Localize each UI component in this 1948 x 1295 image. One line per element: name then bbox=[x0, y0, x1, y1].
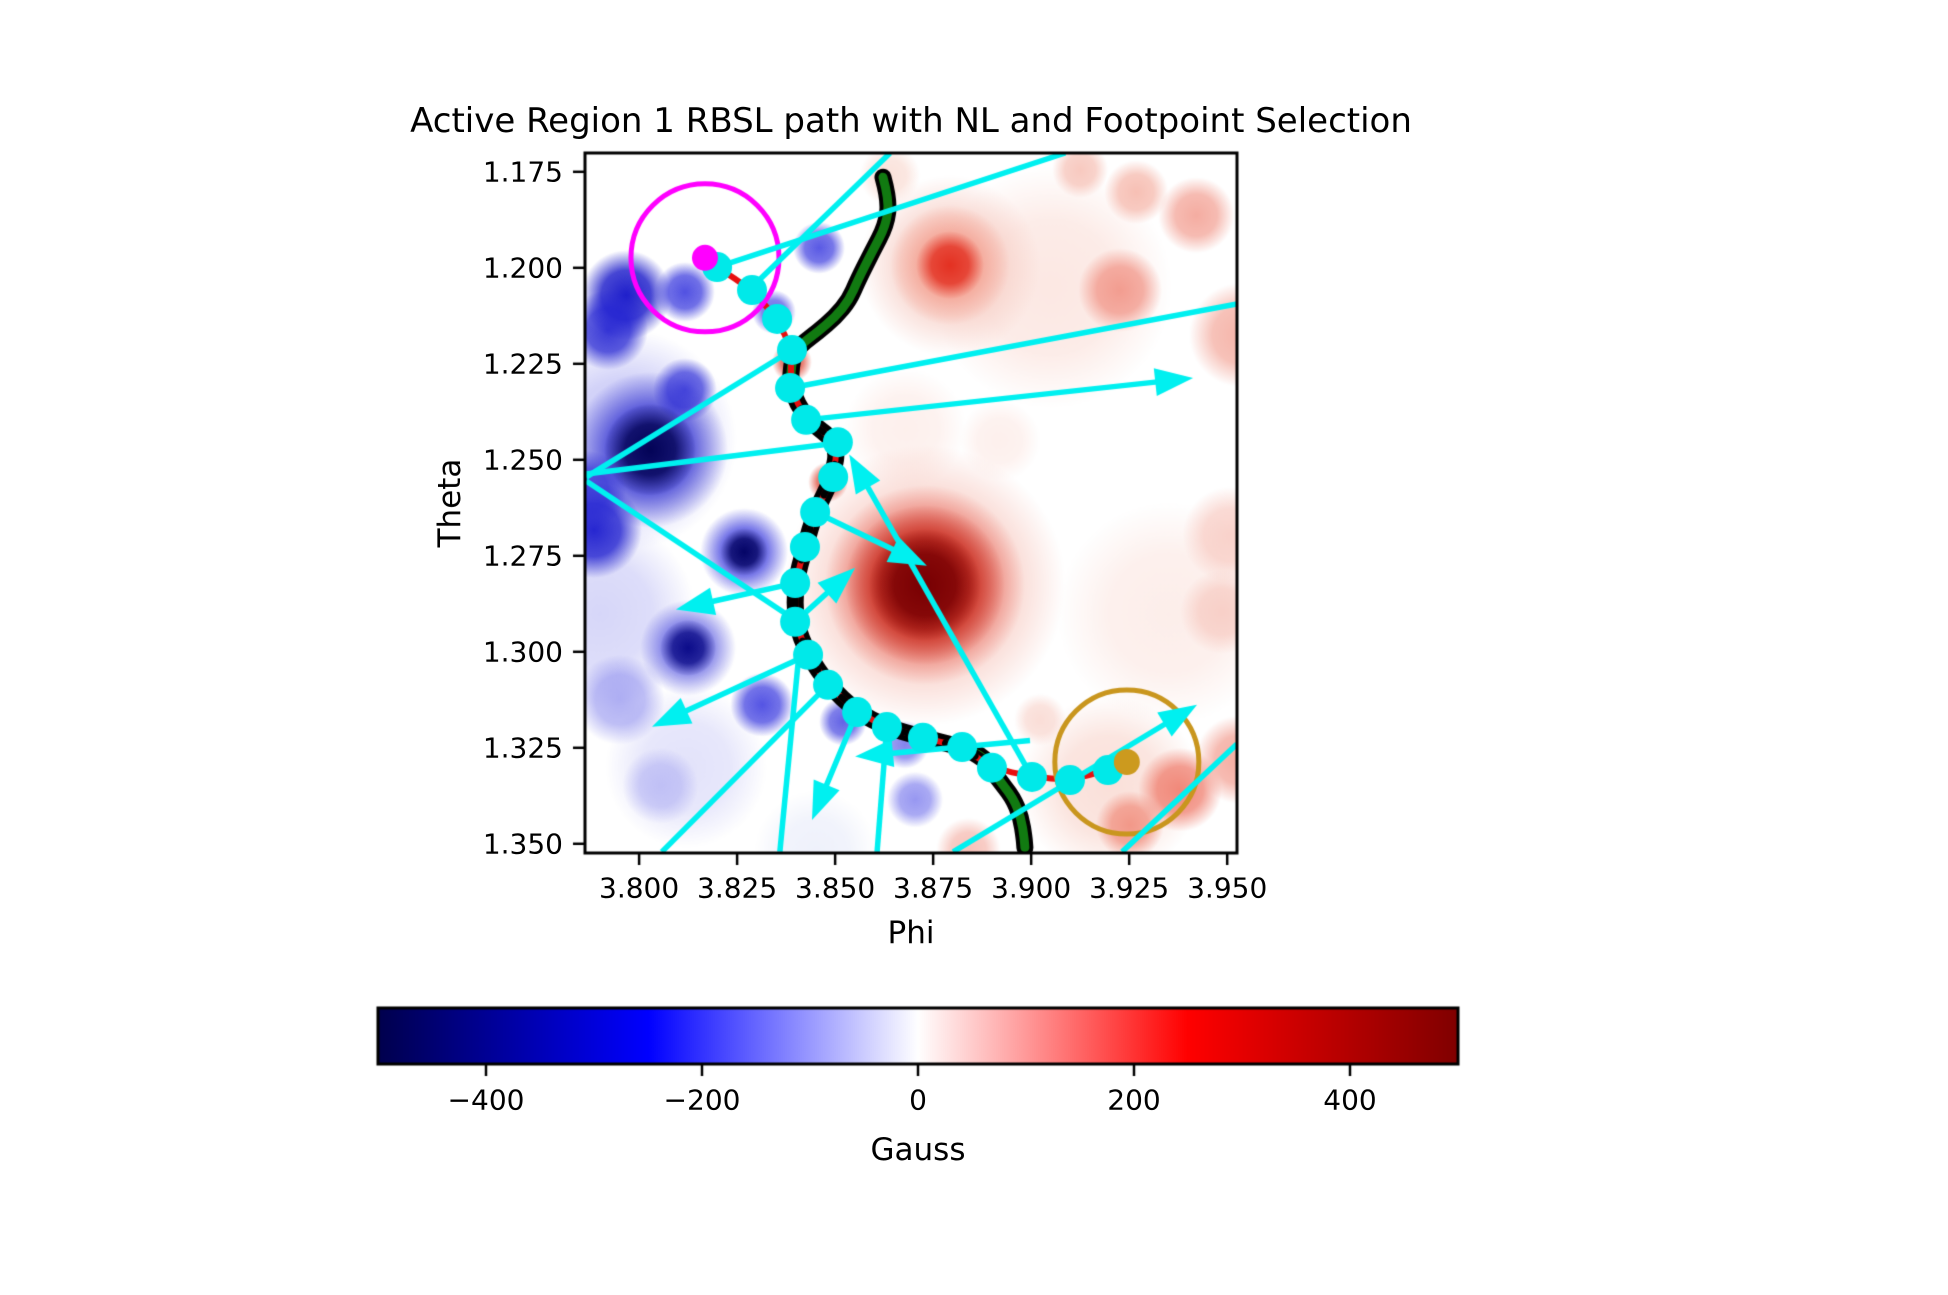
x-tick-label: 3.825 bbox=[697, 871, 778, 905]
colorbar-tick-label: 400 bbox=[1323, 1083, 1377, 1117]
colorbar-label: Gauss bbox=[870, 1132, 966, 1168]
x-tick-label: 3.950 bbox=[1187, 871, 1268, 905]
x-tick-label: 3.800 bbox=[599, 871, 680, 905]
y-tick-label: 1.300 bbox=[482, 635, 563, 669]
y-tick-label: 1.350 bbox=[482, 827, 563, 861]
x-axis-label: Phi bbox=[887, 915, 935, 951]
x-tick-label: 3.900 bbox=[991, 871, 1072, 905]
y-tick-label: 1.325 bbox=[482, 731, 563, 765]
colorbar-tick-label: 200 bbox=[1107, 1083, 1161, 1117]
y-tick-label: 1.200 bbox=[482, 251, 563, 285]
x-tick-label: 3.850 bbox=[795, 871, 876, 905]
x-tick-label: 3.925 bbox=[1089, 871, 1170, 905]
colorbar-tick-label: −400 bbox=[447, 1083, 525, 1117]
y-tick-label: 1.275 bbox=[482, 539, 563, 573]
x-tick-label: 3.875 bbox=[893, 871, 974, 905]
colorbar-tick-label: −200 bbox=[663, 1083, 741, 1117]
y-tick-label: 1.225 bbox=[482, 347, 563, 381]
y-tick-label: 1.175 bbox=[482, 155, 563, 189]
colorbar-tick-label: 0 bbox=[909, 1083, 927, 1117]
plot-title: Active Region 1 RBSL path with NL and Fo… bbox=[410, 101, 1412, 141]
y-tick-label: 1.250 bbox=[482, 443, 563, 477]
y-axis-label: Theta bbox=[432, 458, 468, 548]
